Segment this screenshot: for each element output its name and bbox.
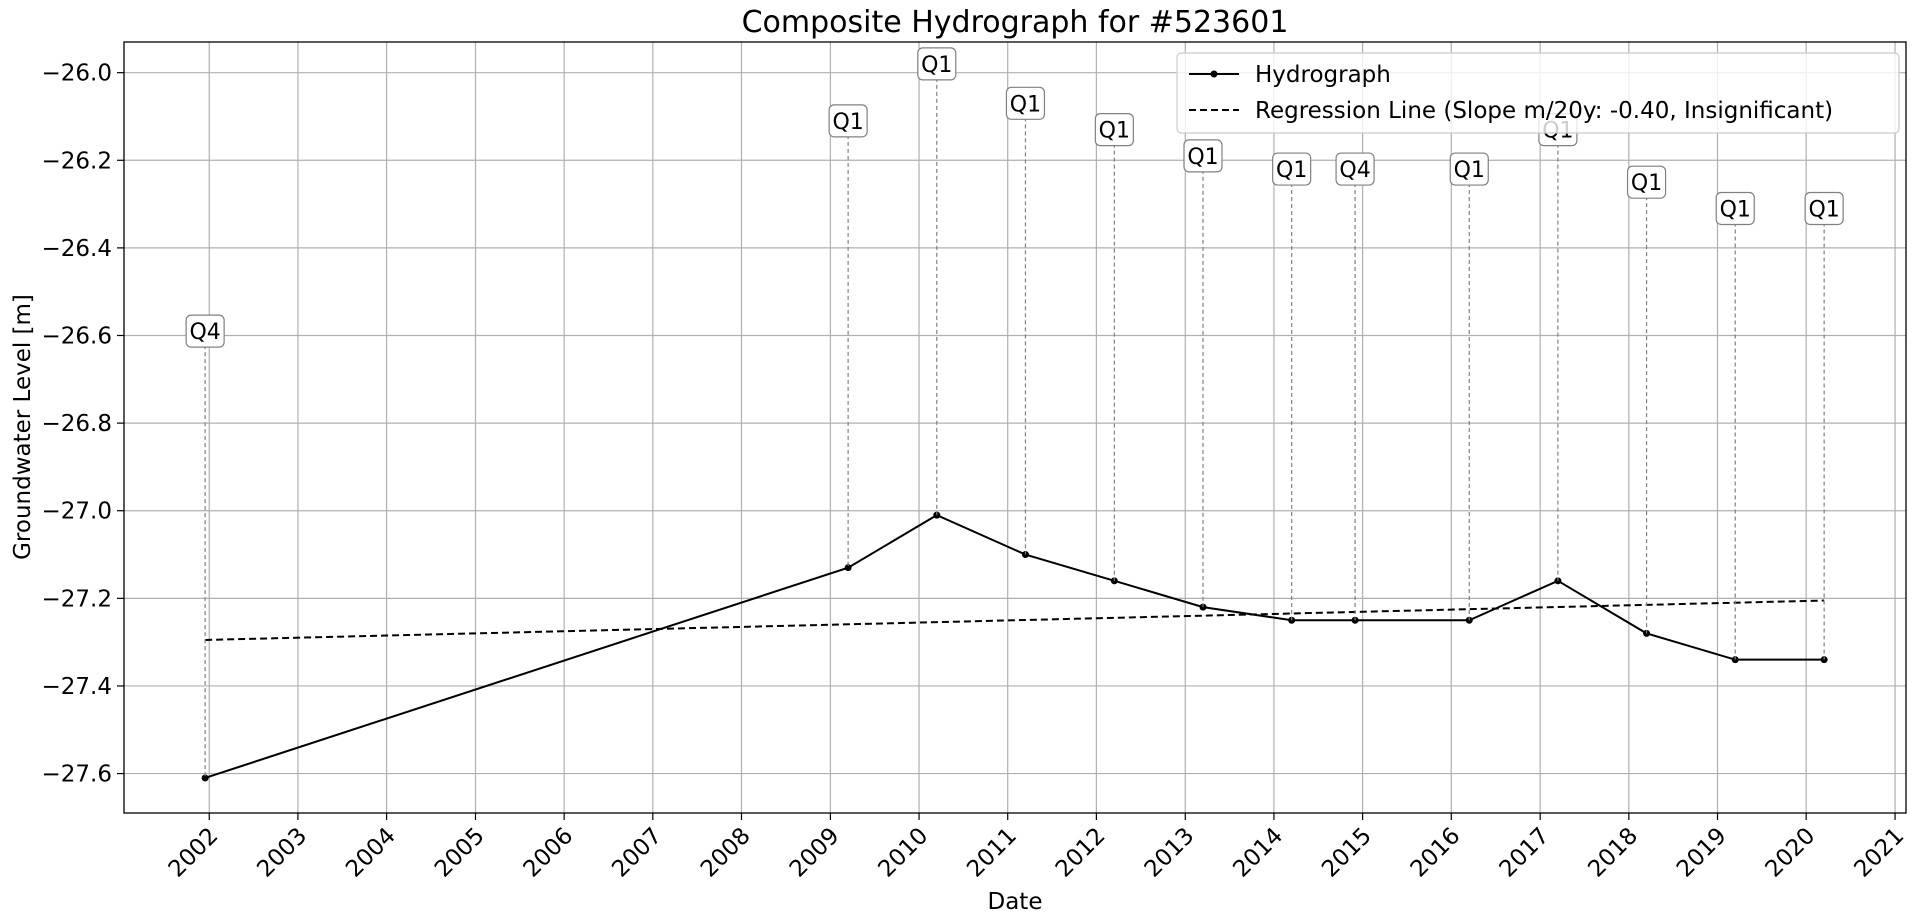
x-tick-label: 2007 (607, 823, 667, 883)
annotation-box (1335, 152, 1375, 186)
x-tick-label: 2006 (519, 823, 579, 883)
annotation-box (1626, 165, 1667, 199)
x-tick-label: 2018 (1583, 823, 1643, 883)
annotation-box (1272, 152, 1312, 186)
hydrograph-point (201, 774, 209, 782)
x-tick-label: 2004 (341, 823, 401, 883)
y-tick-label: −26.6 (42, 324, 112, 350)
legend-hydrograph-marker (1210, 70, 1218, 78)
annotation-label: Q1 (921, 53, 952, 78)
annotation-label: Q1 (1099, 119, 1130, 144)
x-tick-label: 2003 (252, 823, 312, 883)
x-tick-label: 2011 (962, 823, 1022, 883)
annotation-label: Q4 (189, 320, 220, 345)
annotation-label: Q1 (1808, 197, 1839, 222)
y-tick-label: −26.8 (42, 411, 112, 437)
annotation-label: Q1 (1010, 92, 1041, 117)
annotation-box (1094, 113, 1134, 147)
y-tick-label: −26.0 (42, 61, 112, 87)
chart-title: Composite Hydrograph for #523601 (742, 5, 1289, 40)
y-axis-label: Groundwater Level [m] (10, 294, 36, 560)
annotation-label: Q1 (1720, 197, 1751, 222)
hydrograph-point (844, 564, 852, 572)
x-tick-label: 2016 (1406, 823, 1466, 883)
hydrograph-series (201, 511, 1828, 782)
x-tick-label: 2002 (164, 823, 224, 883)
x-tick-label: 2009 (785, 823, 845, 883)
annotation-box (185, 314, 225, 348)
x-tick-label: 2020 (1761, 823, 1821, 883)
annotation-label: Q1 (1454, 158, 1485, 183)
y-tick-label: −26.2 (42, 148, 112, 174)
x-tick-label: 2019 (1672, 823, 1732, 883)
y-tick-label: −26.4 (42, 236, 112, 262)
annotation-label: Q1 (1187, 145, 1218, 170)
annotation-label: Q4 (1339, 158, 1370, 183)
x-axis-label: Date (988, 889, 1043, 915)
x-tick-label: 2013 (1140, 823, 1200, 883)
annotation-box (1715, 191, 1755, 226)
x-tick-label: 2015 (1317, 823, 1377, 883)
y-tick-label: −27.2 (42, 586, 112, 612)
annotation-box (1804, 191, 1844, 226)
legend-hydrograph-label: Hydrograph (1255, 62, 1391, 88)
x-tick-label: 2010 (874, 823, 934, 883)
annotation-box (1449, 152, 1489, 186)
x-tick-label: 2012 (1051, 823, 1111, 883)
regression-line (205, 599, 1825, 641)
annotation-box (917, 47, 957, 81)
annotation-box (1005, 86, 1046, 120)
legend-regression-label: Regression Line (Slope m/20y: -0.40, Ins… (1255, 98, 1833, 124)
y-tick-label: −27.4 (42, 674, 112, 700)
y-tick-label: −27.0 (42, 499, 112, 525)
plot-frame (123, 41, 1907, 814)
x-tick-label: 2008 (696, 823, 756, 883)
x-tick-label: 2005 (430, 823, 490, 883)
grid (124, 42, 1906, 813)
y-tick-label: −27.6 (42, 762, 112, 788)
regression-line-path (205, 599, 1825, 641)
legend-box (1176, 52, 1900, 134)
x-tick-label: 2014 (1228, 823, 1288, 883)
annotation-label: Q1 (1276, 158, 1307, 183)
annotation-box (828, 104, 868, 138)
legend: Hydrograph Regression Line (Slope m/20y: … (1176, 52, 1900, 134)
hydrograph-line (204, 513, 1825, 779)
x-tick-label: 2017 (1495, 823, 1555, 883)
quarter-annotations: Q4Q1Q1Q1Q1Q1Q1Q4Q1Q1Q1Q1Q1 (185, 47, 1844, 778)
annotation-box (1183, 139, 1223, 173)
annotation-label: Q1 (832, 110, 863, 135)
annotation-label: Q1 (1631, 171, 1662, 196)
x-tick-label: 2021 (1850, 823, 1910, 883)
